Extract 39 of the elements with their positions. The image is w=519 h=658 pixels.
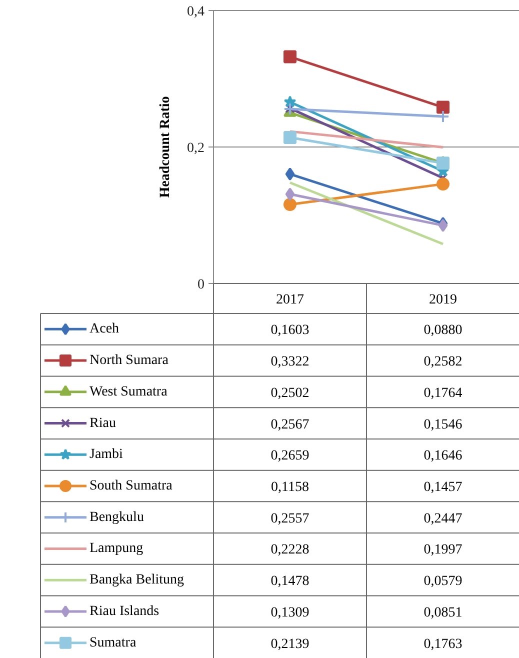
legend-label: Bangka Belitung <box>90 572 184 588</box>
data-label: 0,2582 <box>424 354 462 370</box>
data-label: 0,2228 <box>270 542 310 558</box>
data-label: 0,2567 <box>270 417 310 432</box>
data-label: 0,3322 <box>270 354 310 370</box>
y-tick-label: 0,2 <box>187 141 204 156</box>
y-axis-title: Headcount Ratio <box>158 96 173 198</box>
x-tick-label: 2019 <box>429 292 457 308</box>
data-label: 0,1478 <box>270 574 310 590</box>
data-label: 0,1997 <box>424 542 462 558</box>
legend-label: North Sumara <box>90 353 170 368</box>
legend-label: Sumatra <box>90 635 137 650</box>
data-label: 0,1764 <box>424 386 462 401</box>
data-label: 0,2659 <box>270 448 310 464</box>
legend-label: West Sumatra <box>90 384 168 400</box>
data-label: 0,1457 <box>424 480 462 495</box>
y-tick-label: 0,4 <box>187 4 204 20</box>
legend-label: Riau Islands <box>90 604 160 619</box>
legend-label: Jambi <box>90 447 124 462</box>
data-label: 0,2502 <box>270 386 310 401</box>
legend-label: South Sumatra <box>90 478 174 494</box>
data-label: 0,2557 <box>270 511 310 526</box>
data-label: 0,0579 <box>424 574 462 590</box>
data-label: 0,1763 <box>424 636 462 652</box>
data-label: 0,1603 <box>270 323 310 338</box>
legend-label: Lampung <box>90 541 144 556</box>
y-tick-label: 0 <box>198 278 204 292</box>
data-label: 0,1158 <box>271 480 309 495</box>
data-label: 0,1309 <box>270 605 310 620</box>
legend-label: Riau <box>90 416 116 431</box>
data-label: 0,0880 <box>424 323 462 338</box>
x-tick-label: 2017 <box>276 292 304 308</box>
data-label: 0,0851 <box>424 605 462 620</box>
data-label: 0,2447 <box>424 511 462 526</box>
data-label: 0,1646 <box>424 448 462 464</box>
data-label: 0,1546 <box>424 417 462 432</box>
legend-label: Bengkulu <box>90 510 144 525</box>
data-label: 0,2139 <box>270 636 310 652</box>
legend-label: Aceh <box>90 322 120 337</box>
